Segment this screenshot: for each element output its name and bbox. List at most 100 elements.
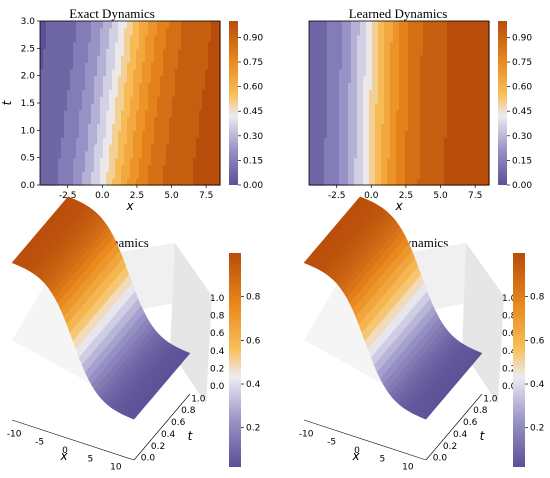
heatmap-cell [336,27,340,36]
heatmap-cell [336,103,340,111]
heatmap-cell [339,137,343,145]
heatmap-cell [94,27,98,36]
heatmap-cell [351,89,355,97]
heatmap-cell [97,21,101,29]
heatmap-cell [178,82,182,90]
heatmap-cell [142,137,146,145]
heatmap-cell [88,62,92,70]
heatmap-cell [214,103,218,111]
heatmap-cell [130,27,134,36]
heatmap-cell [393,164,397,172]
heatmap-cell [163,123,167,131]
heatmap-cell [88,157,92,166]
heatmap-cell [172,55,176,63]
heatmap-cell [465,123,469,131]
heatmap-cell [330,48,334,56]
heatmap-cell [390,123,394,131]
heatmap-cell [453,48,457,56]
heatmap-cell [175,144,179,152]
heatmap-cell [420,123,424,131]
heatmap-cell [61,48,65,56]
heatmap-cell [202,41,206,49]
heatmap-cell [94,96,98,104]
heatmap-cell [381,21,385,29]
heatmap-cell [151,144,155,152]
heatmap-cell [405,96,409,104]
heatmap-cell [124,75,128,84]
heatmap-cell [462,144,466,152]
heatmap-cell [471,157,475,166]
heatmap-cell [327,27,331,36]
heatmap-cell [396,103,400,111]
heatmap-cell [67,178,71,186]
heatmap-cell [465,27,469,36]
heatmap-cell [106,150,110,159]
heatmap-cell [375,137,379,145]
heatmap-cell [378,109,382,118]
heatmap-cell [483,171,487,179]
heatmap-cell [133,150,137,159]
heatmap-cell [205,34,209,43]
heatmap-cell [148,68,152,77]
heatmap-cell [112,178,116,186]
heatmap-cell [217,109,221,118]
heatmap-cell [387,150,391,159]
heatmap-cell [387,34,391,43]
heatmap-cell [199,171,203,179]
heatmap-cell [217,41,221,49]
heatmap-cell [190,41,194,49]
heatmap-cell [187,144,191,152]
heatmap-cell [435,34,439,43]
heatmap-cell [429,27,433,36]
heatmap-cell [384,178,388,186]
heatmap-cell [450,150,454,159]
heatmap-cell [414,178,418,186]
heatmap-cell [324,62,328,70]
heatmap-cell [387,130,391,138]
heatmap-cell [318,75,322,84]
heatmap-cell [426,144,430,152]
heatmap-cell [142,21,146,29]
heatmap-cell [94,157,98,166]
heatmap-cell [76,164,80,172]
heatmap-cell [199,150,203,159]
heatmap-cell [130,130,134,138]
exact-heatmap-colorbar-ticks: 0.000.150.300.450.600.750.90 [238,33,263,191]
heatmap-cell [85,144,89,152]
heatmap-cell [166,164,170,172]
heatmap-cell [193,130,197,138]
heatmap-cell [142,62,146,70]
heatmap-cell [339,41,343,49]
heatmap-cell [357,137,361,145]
heatmap-cell [420,48,424,56]
heatmap-cell [118,109,122,118]
heatmap-cell [211,130,215,138]
heatmap-cell [372,157,376,166]
heatmap-cell [381,157,385,166]
heatmap-cell [43,150,47,159]
heatmap-cell [486,55,490,63]
t-tick-label: 0.6 [463,418,478,428]
heatmap-cell [202,137,206,145]
heatmap-cell [142,164,146,172]
heatmap-cell [351,164,355,172]
heatmap-cell [387,96,391,104]
heatmap-cell [339,55,343,63]
heatmap-cell [411,75,415,84]
heatmap-cell [408,150,412,159]
heatmap-cell [88,109,92,118]
heatmap-cell [408,164,412,172]
heatmap-cell [402,27,406,36]
heatmap-cell [348,62,352,70]
heatmap-cell [465,171,469,179]
heatmap-cell [115,103,119,111]
heatmap-cell [309,96,313,104]
heatmap-cell [411,68,415,77]
heatmap-cell [375,103,379,111]
heatmap-cell [447,62,451,70]
heatmap-cell [417,130,421,138]
heatmap-cell [390,62,394,70]
heatmap-cell [423,123,427,131]
heatmap-cell [49,21,53,29]
heatmap-cell [315,34,319,43]
